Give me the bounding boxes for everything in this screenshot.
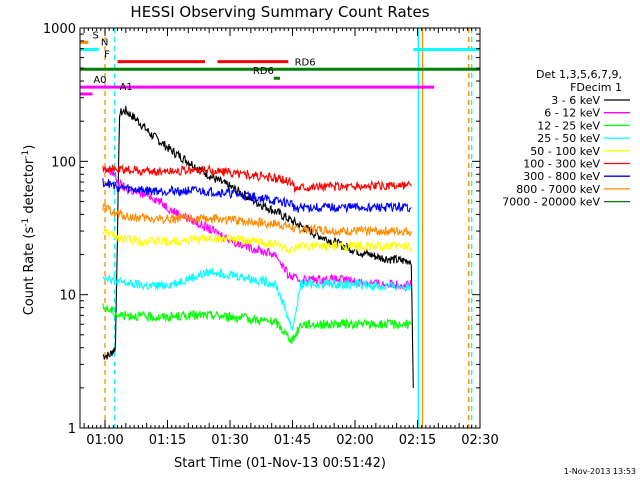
series-line — [102, 268, 412, 331]
legend-label: 800 - 7000 keV — [516, 183, 600, 196]
legend-label: 3 - 6 keV — [551, 94, 600, 107]
y-axis: 1 10 100 1000 — [43, 22, 480, 437]
flag-label: RD6 — [295, 57, 316, 68]
series-line — [102, 303, 412, 344]
flag-label: RD6 — [253, 66, 274, 77]
legend-label: 50 - 100 keV — [530, 145, 600, 158]
legend-label: 25 - 50 keV — [537, 132, 600, 145]
flag-label: A0 — [93, 75, 106, 86]
legend-label: 100 - 300 keV — [523, 158, 600, 171]
series-line — [102, 227, 412, 256]
footer-date: 1-Nov-2013 13:53 — [564, 467, 636, 476]
series-layer — [102, 106, 414, 388]
flag-label: F — [104, 50, 110, 61]
flag-label: A1 — [120, 82, 133, 93]
y-tick-label: 100 — [51, 155, 76, 170]
series-line — [102, 106, 414, 388]
flag-label: S — [93, 30, 99, 41]
series-line — [102, 164, 412, 194]
y-tick-label: 1000 — [43, 22, 76, 37]
legend-label: 12 - 25 keV — [537, 119, 600, 132]
x-tick-label: 02:15 — [399, 433, 436, 448]
flag-bars: SNF RD6 RD6 A0 A1 — [80, 30, 480, 96]
legend-label: 300 - 800 keV — [523, 170, 600, 183]
chart-title: HESSI Observing Summary Count Rates — [130, 3, 429, 21]
legend-label: 6 - 12 keV — [544, 107, 600, 120]
x-tick-label: 01:45 — [274, 433, 311, 448]
x-tick-label: 01:15 — [149, 433, 186, 448]
x-tick-label: 02:00 — [336, 433, 373, 448]
x-tick-label: 01:30 — [211, 433, 248, 448]
time-markers — [104, 28, 473, 428]
x-axis: 01:00 01:15 01:30 01:45 02:00 02:15 02:30 — [83, 28, 499, 448]
y-tick-label: 10 — [59, 289, 76, 304]
y-tick-label: 1 — [68, 422, 76, 437]
series-line — [102, 178, 412, 214]
legend-header-2: FDecim 1 — [570, 81, 622, 94]
plot-area: SNF RD6 RD6 A0 A1 — [80, 28, 480, 428]
legend-header-1: Det 1,3,5,6,7,9, — [536, 68, 622, 81]
x-tick-label: 02:30 — [461, 433, 498, 448]
series-line — [102, 203, 412, 238]
legend-label: 7000 - 20000 keV — [502, 196, 600, 209]
x-tick-label: 01:00 — [86, 433, 123, 448]
x-axis-label: Start Time (01-Nov-13 00:51:42) — [174, 456, 386, 471]
flag-label: N — [101, 37, 108, 48]
y-axis-label: Count Rate (s-1 detector-1) — [21, 145, 37, 316]
